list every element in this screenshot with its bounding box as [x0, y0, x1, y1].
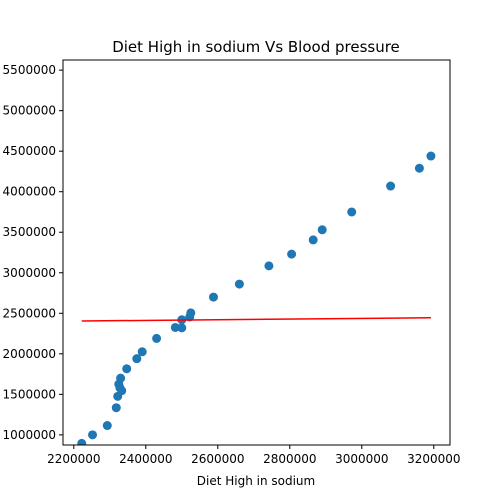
- data-point: [317, 225, 327, 235]
- x-axis-label: Diet High in sodium: [197, 474, 315, 488]
- data-point: [77, 438, 87, 445]
- data-point: [386, 181, 396, 191]
- data-point: [414, 163, 424, 173]
- data-point: [177, 323, 187, 333]
- chart-title: Diet High in sodium Vs Blood pressure: [112, 38, 400, 56]
- data-point: [170, 322, 180, 332]
- y-tick-label: 2500000: [3, 306, 56, 320]
- x-tick-label: 2400000: [119, 452, 172, 466]
- x-tick-label: 3200000: [407, 452, 460, 466]
- y-tick-label: 3000000: [3, 266, 56, 280]
- y-tick-label: 4500000: [3, 144, 56, 158]
- y-tick-label: 5500000: [3, 63, 56, 77]
- data-point: [117, 386, 127, 396]
- y-tick-label: 1500000: [3, 387, 56, 401]
- data-point: [186, 308, 196, 318]
- data-point: [88, 430, 98, 440]
- marker-group: [77, 151, 436, 445]
- data-point: [137, 347, 147, 357]
- data-point: [132, 354, 142, 364]
- data-point: [111, 403, 121, 413]
- plot-frame: [62, 59, 451, 446]
- trend-line: [81, 316, 431, 322]
- y-tick-label: 1000000: [3, 428, 56, 442]
- plot-area: [77, 151, 436, 445]
- x-tick-label: 2600000: [191, 452, 244, 466]
- data-point: [208, 292, 218, 302]
- data-point: [122, 364, 132, 374]
- data-point: [234, 279, 244, 289]
- data-point: [152, 333, 162, 343]
- axes: 2200000 2400000 2600000 2800000 3000000 32000…: [3, 59, 461, 466]
- data-point: [426, 151, 436, 161]
- y-tick-label: 4000000: [3, 185, 56, 199]
- y-tick-label: 3500000: [3, 225, 56, 239]
- data-point: [116, 373, 126, 383]
- y-tick-label: 2000000: [3, 347, 56, 361]
- data-point: [102, 421, 112, 431]
- data-point: [264, 261, 274, 271]
- data-point: [347, 207, 357, 217]
- x-tick-label: 2200000: [47, 452, 100, 466]
- data-point: [308, 235, 318, 245]
- x-tick-label: 2800000: [263, 452, 316, 466]
- data-point: [287, 249, 297, 259]
- x-tick-label: 3000000: [335, 452, 388, 466]
- y-tick-label: 5000000: [3, 104, 56, 118]
